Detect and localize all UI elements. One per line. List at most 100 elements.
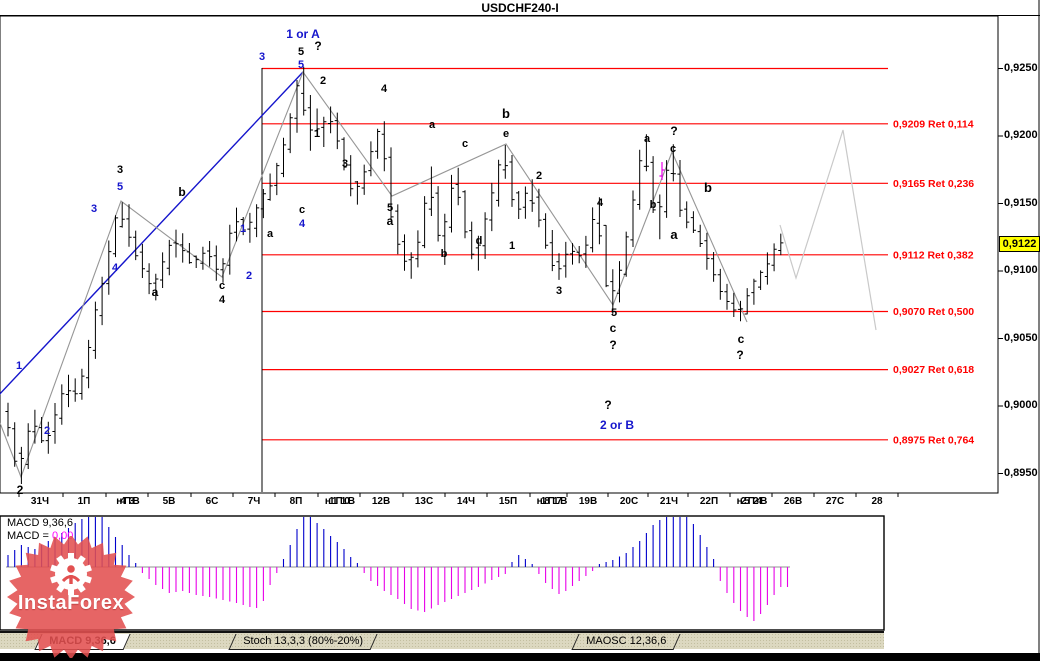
wave-label: a xyxy=(267,228,274,240)
macd-histogram-negative xyxy=(141,567,789,621)
fib-label: 0,9209 Ret 0,114 xyxy=(893,118,974,130)
time-axis-label: 26В xyxy=(783,496,803,507)
wave-label: a xyxy=(644,133,651,145)
time-axis-label: 27С xyxy=(825,496,845,507)
time-axis-label: 7Ч xyxy=(247,496,261,507)
fib-label: 0,9027 Ret 0,618 xyxy=(893,364,974,376)
time-axis-label: н4П3В xyxy=(116,496,140,507)
macd-value-prefix: MACD = xyxy=(7,530,49,542)
wave-label: 1 xyxy=(509,240,515,252)
wave-label: 3 xyxy=(117,164,123,176)
time-axis-label: 15П xyxy=(498,496,518,507)
wave-label: 1 or A xyxy=(286,27,320,41)
forecast-zigzag xyxy=(779,129,877,331)
fib-label: 0,9112 Ret 0,382 xyxy=(893,249,974,261)
time-axis-label: 12В xyxy=(371,496,391,507)
time-axis-label: 21Ч xyxy=(659,496,679,507)
wave-label: ? xyxy=(604,398,611,412)
time-axis-label: 13С xyxy=(414,496,434,507)
wave-label: b xyxy=(178,185,185,199)
time-axis-label: 8П xyxy=(289,496,303,507)
wave-label: 2 xyxy=(17,483,24,497)
wave-label: 5 xyxy=(298,59,304,71)
wave-label: 2 xyxy=(246,270,252,282)
wave-label: 5 xyxy=(611,307,617,319)
bottom-window-edge xyxy=(0,653,1040,661)
wave-label: 3 xyxy=(556,285,562,297)
elliott-trendline xyxy=(0,71,304,395)
price-panel-border xyxy=(0,15,999,494)
wave-label: 1 xyxy=(240,223,246,235)
instaforex-logo-text: InstaForex xyxy=(17,592,125,614)
wave-label: c xyxy=(462,138,468,150)
time-axis-label: 31Ч xyxy=(30,496,50,507)
symbol-title: USDCHF240-I xyxy=(481,1,559,15)
wave-label: 4 xyxy=(112,262,119,274)
tab-maosc[interactable]: MAOSC 12,36,6 xyxy=(571,634,681,650)
macd-name: MACD 9,36,6 xyxy=(7,517,74,529)
wave-label: c xyxy=(670,143,676,155)
wave-label: 3 xyxy=(342,158,348,170)
time-axis-label: н25П24В xyxy=(736,496,768,507)
time-axis-label: 1П xyxy=(77,496,91,507)
wave-label: ? xyxy=(314,39,321,53)
time-axis-label: н11П10В xyxy=(324,496,355,507)
wave-label: b xyxy=(650,199,657,211)
wave-label: 3 xyxy=(259,51,265,63)
wave-label: 5 xyxy=(117,181,123,193)
ohlc-bars xyxy=(5,66,784,484)
wave-label: ? xyxy=(670,124,677,138)
wave-label: e xyxy=(503,128,509,140)
time-axis-label: 20С xyxy=(619,496,639,507)
price-axis-label: 0,9200 xyxy=(1004,129,1038,141)
fib-label: 0,9070 Ret 0,500 xyxy=(893,306,974,318)
wave-label: a xyxy=(387,214,394,228)
indicator-tab-strip: MACD 9,36,6 Stoch 13,3,3 (80%-20%) MAOSC… xyxy=(0,631,884,650)
wave-label: 2 or B xyxy=(600,418,634,432)
time-axis-label: 5В xyxy=(162,496,176,507)
tab-stoch[interactable]: Stoch 13,3,3 (80%-20%) xyxy=(228,634,378,650)
wave-label: 1 xyxy=(314,128,320,140)
wave-label: c xyxy=(219,280,225,292)
instaforex-watermark: InstaForex xyxy=(1,534,141,660)
wave-label: 4 xyxy=(597,197,604,209)
wave-label: 2 xyxy=(536,170,542,182)
wave-label: 3 xyxy=(91,203,97,215)
macd-panel-border xyxy=(0,515,885,631)
fib-label: 0,9165 Ret 0,236 xyxy=(893,178,974,190)
time-axis-label: 6С xyxy=(205,496,219,507)
wave-label: d xyxy=(476,235,483,247)
wave-label: 2 xyxy=(44,425,50,437)
time-axis-label: 22П xyxy=(699,496,719,507)
last-price-tag: 0,9122 xyxy=(999,236,1040,252)
time-axis-label: 14Ч xyxy=(456,496,476,507)
price-axis-label: 0,9100 xyxy=(1004,264,1038,276)
starburst-shape xyxy=(7,534,135,660)
price-axis-label: 0,9250 xyxy=(1004,61,1038,74)
wave-label: 4 xyxy=(219,294,226,306)
time-axis-label: 19В xyxy=(578,496,598,507)
price-axis-label: 0,8950 xyxy=(1004,466,1038,479)
wave-label: ? xyxy=(609,338,616,352)
macd-indicator-labels: MACD 9,36,6 MACD = 0,00 xyxy=(7,517,73,543)
wave-label: b xyxy=(502,106,510,121)
time-axis-label: 28 xyxy=(871,496,883,507)
price-axis-label: 0,9050 xyxy=(1004,331,1038,344)
highlighted-bar xyxy=(659,162,665,180)
wave-label: 1 xyxy=(16,360,22,372)
wave-label: a xyxy=(152,285,159,299)
wave-label: 4 xyxy=(299,218,306,230)
wave-label: 2 xyxy=(320,75,326,87)
wave-label: b xyxy=(704,180,712,195)
wave-label: c xyxy=(738,332,745,346)
price-axis-label: 0,9000 xyxy=(1004,399,1038,411)
instaforex-starburst-icon xyxy=(7,534,135,660)
wave-label: c xyxy=(610,321,617,335)
wave-label: c xyxy=(299,204,305,216)
wave-label: 5 xyxy=(298,46,304,58)
price-axis-label: 0,9150 xyxy=(1004,196,1038,209)
wave-zigzag xyxy=(0,70,748,479)
wave-label: a xyxy=(670,227,678,242)
